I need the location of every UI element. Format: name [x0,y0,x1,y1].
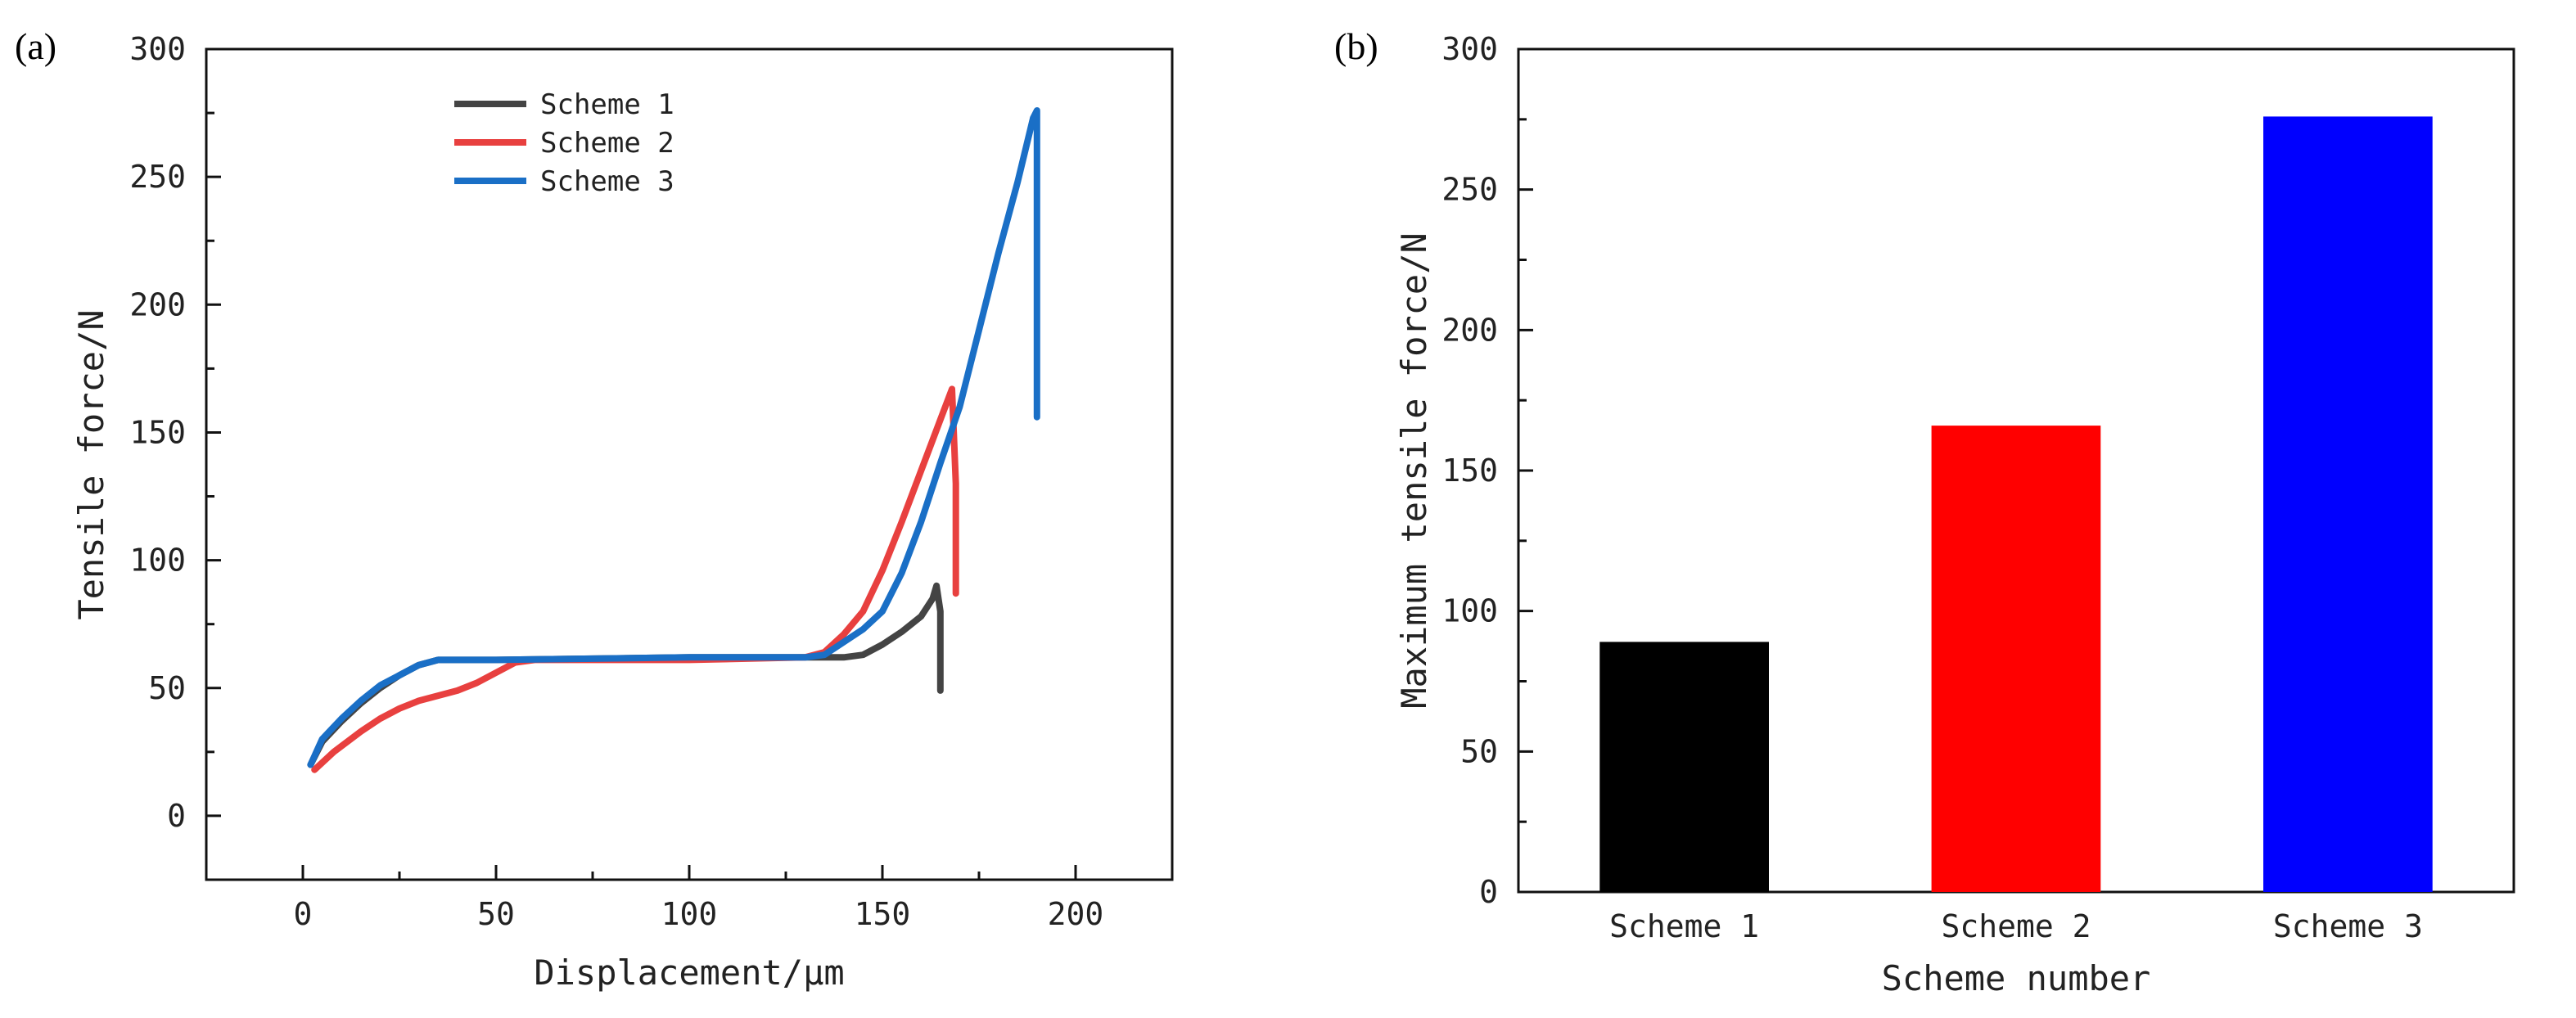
plot-frame-a [205,47,1174,881]
legend-label-scheme-2: Scheme 2 [540,127,674,160]
bar-chart-panel: (b) 0 50 100 150 200 250 300 Scheme 1 Scheme 2 Sc… [1334,25,2515,998]
x-tick-label-a: 150 [855,896,911,932]
y-tick-label-b: 300 [1441,31,1498,67]
panel-b-label: (b) [1334,25,1378,67]
series-line-scheme-2 [311,385,959,773]
y-tick-label-a: 300 [129,31,186,67]
series-layer [307,107,1040,773]
x-tick-label-b: Scheme 3 [2273,908,2423,944]
x-axis-label-a: Displacement/μm [534,953,844,993]
series-line-scheme-3 [307,107,1040,768]
legend-label-scheme-1: Scheme 1 [540,88,674,121]
panel-a-label: (a) [15,25,56,67]
y-tick-label-a: 200 [129,286,186,322]
bars-layer [1599,116,2433,892]
bar-scheme-3 [2263,116,2433,892]
y-tick-label-a: 250 [129,159,186,195]
y-tick-label-b: 150 [1441,453,1498,489]
axis-ticks-a: 0 50 100 150 200 0 50 100 150 200 250 300 [129,31,1174,932]
y-tick-label-b: 200 [1441,312,1498,348]
line-chart-panel: (a) 0 50 100 150 200 0 50 100 150 200 250 300 Schem… [15,25,1174,993]
bar-scheme-2 [1931,426,2101,892]
y-tick-label-b: 0 [1479,874,1498,910]
y-tick-label-a: 0 [167,798,186,834]
legend-label-scheme-3: Scheme 3 [540,165,674,198]
y-tick-label-a: 50 [148,670,186,706]
y-tick-label-b: 250 [1441,172,1498,208]
y-axis-label-a: Tensile force/N [71,309,111,619]
x-axis-label-b: Scheme number [1882,958,2151,998]
y-tick-label-b: 50 [1460,733,1498,769]
x-tick-label-b: Scheme 2 [1941,908,2091,944]
legend: Scheme 1 Scheme 2 Scheme 3 [454,88,674,198]
x-tick-label-a: 0 [294,896,313,932]
y-tick-label-a: 150 [129,414,186,450]
y-tick-label-a: 100 [129,543,186,579]
x-tick-label-a: 100 [661,896,718,932]
y-axis-label-b: Maximum tensile force/N [1394,232,1434,709]
axis-ticks-b: 0 50 100 150 200 250 300 Scheme 1 Scheme 2 Scheme… [1441,31,2422,944]
x-tick-label-b: Scheme 1 [1609,908,1759,944]
x-tick-label-a: 50 [477,896,515,932]
x-tick-label-a: 200 [1048,896,1104,932]
bar-scheme-1 [1599,642,1769,892]
y-tick-label-b: 100 [1441,593,1498,629]
